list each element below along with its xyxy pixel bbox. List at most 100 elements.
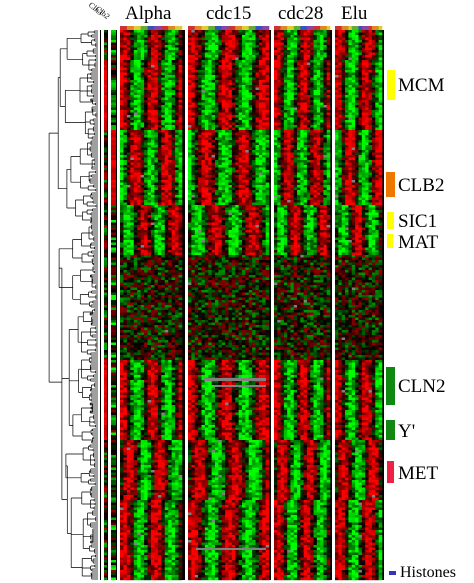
heatmap-cell <box>133 237 138 241</box>
heatmap-cell <box>151 40 155 43</box>
heatmap-cell <box>245 70 250 73</box>
heatmap-cell <box>126 335 131 338</box>
heatmap-cell <box>178 395 183 398</box>
heatmap-cell <box>164 315 169 318</box>
heatmap-cell <box>123 240 128 243</box>
heatmap-cell <box>175 530 179 533</box>
heatmap-cell <box>120 402 124 406</box>
heatmap-cell <box>133 535 138 538</box>
heatmap-cell <box>147 312 152 316</box>
heatmap-cell <box>147 210 152 213</box>
heatmap-cell <box>194 87 199 91</box>
heatmap-cell <box>161 330 166 333</box>
heatmap-cell <box>262 40 266 43</box>
heatmap-cell <box>157 347 162 351</box>
heatmap-cell <box>120 265 124 268</box>
heatmap-cell <box>178 67 183 71</box>
heatmap-cell <box>157 507 162 511</box>
heatmap-cell <box>171 117 176 121</box>
heatmap-cell <box>161 110 166 113</box>
heatmap-cell <box>218 47 223 51</box>
heatmap-cell <box>252 45 256 48</box>
heatmap-cell <box>255 35 260 38</box>
heatmap-cell <box>120 190 124 193</box>
heatmap-cell <box>171 120 176 123</box>
heatmap-cell <box>120 62 124 66</box>
heatmap-cell <box>194 127 199 131</box>
heatmap-cell <box>201 50 206 53</box>
heatmap-cell <box>262 75 266 78</box>
heatmap-cell <box>151 435 155 438</box>
heatmap-cell <box>126 412 131 416</box>
heatmap-cell <box>157 565 162 568</box>
heatmap-cell <box>126 165 131 168</box>
heatmap-cell <box>225 30 229 33</box>
heatmap-cell <box>258 67 263 71</box>
heatmap-cell <box>168 472 172 476</box>
heatmap-cell <box>140 370 145 373</box>
heatmap-cell <box>225 77 229 81</box>
heatmap-cell <box>126 202 131 206</box>
heatmap-cell <box>140 340 145 343</box>
heatmap-cell <box>147 285 152 288</box>
heatmap-cell <box>137 347 141 351</box>
heatmap-cell <box>178 345 183 348</box>
heatmap-cell <box>154 320 159 323</box>
heatmap-cell <box>130 390 135 393</box>
heatmap-cell <box>151 87 155 91</box>
heatmap-cell <box>191 95 196 98</box>
heatmap-cell <box>126 310 131 313</box>
heatmap-cell <box>157 167 162 171</box>
heatmap-cell <box>161 302 166 306</box>
heatmap-cell <box>168 440 172 443</box>
heatmap-cell <box>171 170 176 173</box>
heatmap-cell <box>175 190 179 193</box>
heatmap-cell <box>252 117 256 121</box>
heatmap-cell <box>120 362 124 366</box>
heatmap-cell <box>258 120 263 123</box>
heatmap-cell <box>137 55 141 58</box>
heatmap-cell <box>154 440 159 443</box>
heatmap-cell <box>123 335 128 338</box>
heatmap-cell <box>168 260 172 263</box>
heatmap-cell <box>238 95 243 98</box>
heatmap-cell <box>133 285 138 288</box>
heatmap-cell <box>242 105 246 108</box>
heatmap-cell <box>123 55 128 58</box>
heatmap-cell <box>157 82 162 86</box>
heatmap-cell <box>123 30 128 33</box>
heatmap-cell <box>140 345 145 348</box>
heatmap-cell <box>120 442 124 446</box>
heatmap-cell <box>123 572 128 576</box>
heatmap-cell <box>133 480 138 483</box>
heatmap-cell <box>204 130 209 133</box>
heatmap-cell <box>238 100 243 103</box>
heatmap-cell <box>151 440 155 443</box>
heatmap-cell <box>215 70 219 73</box>
heatmap-cell <box>151 187 155 191</box>
heatmap-cell <box>208 95 212 98</box>
heatmap-cell <box>161 217 166 221</box>
heatmap-cell <box>262 135 266 138</box>
heatmap-cell <box>154 82 159 86</box>
heatmap-cell <box>164 240 169 243</box>
heatmap-cell <box>157 290 162 293</box>
heatmap-cell <box>130 282 135 286</box>
heatmap-cell <box>126 190 131 193</box>
heatmap-cell <box>235 85 239 88</box>
heatmap-cell <box>140 67 145 71</box>
heatmap-cell <box>140 70 145 73</box>
heatmap-cell <box>130 140 135 143</box>
heatmap-cell <box>215 72 219 76</box>
heatmap-cell <box>255 95 260 98</box>
heatmap-cell <box>252 100 256 103</box>
heatmap-cell <box>123 307 128 311</box>
heatmap-cell <box>120 375 124 378</box>
heatmap-cell <box>154 212 159 216</box>
heatmap-cell <box>231 117 236 121</box>
heatmap-cell <box>171 520 176 523</box>
heatmap-cell <box>228 47 233 51</box>
heatmap-cell <box>147 207 152 211</box>
heatmap-cell <box>175 527 179 531</box>
heatmap-cell <box>245 47 250 51</box>
